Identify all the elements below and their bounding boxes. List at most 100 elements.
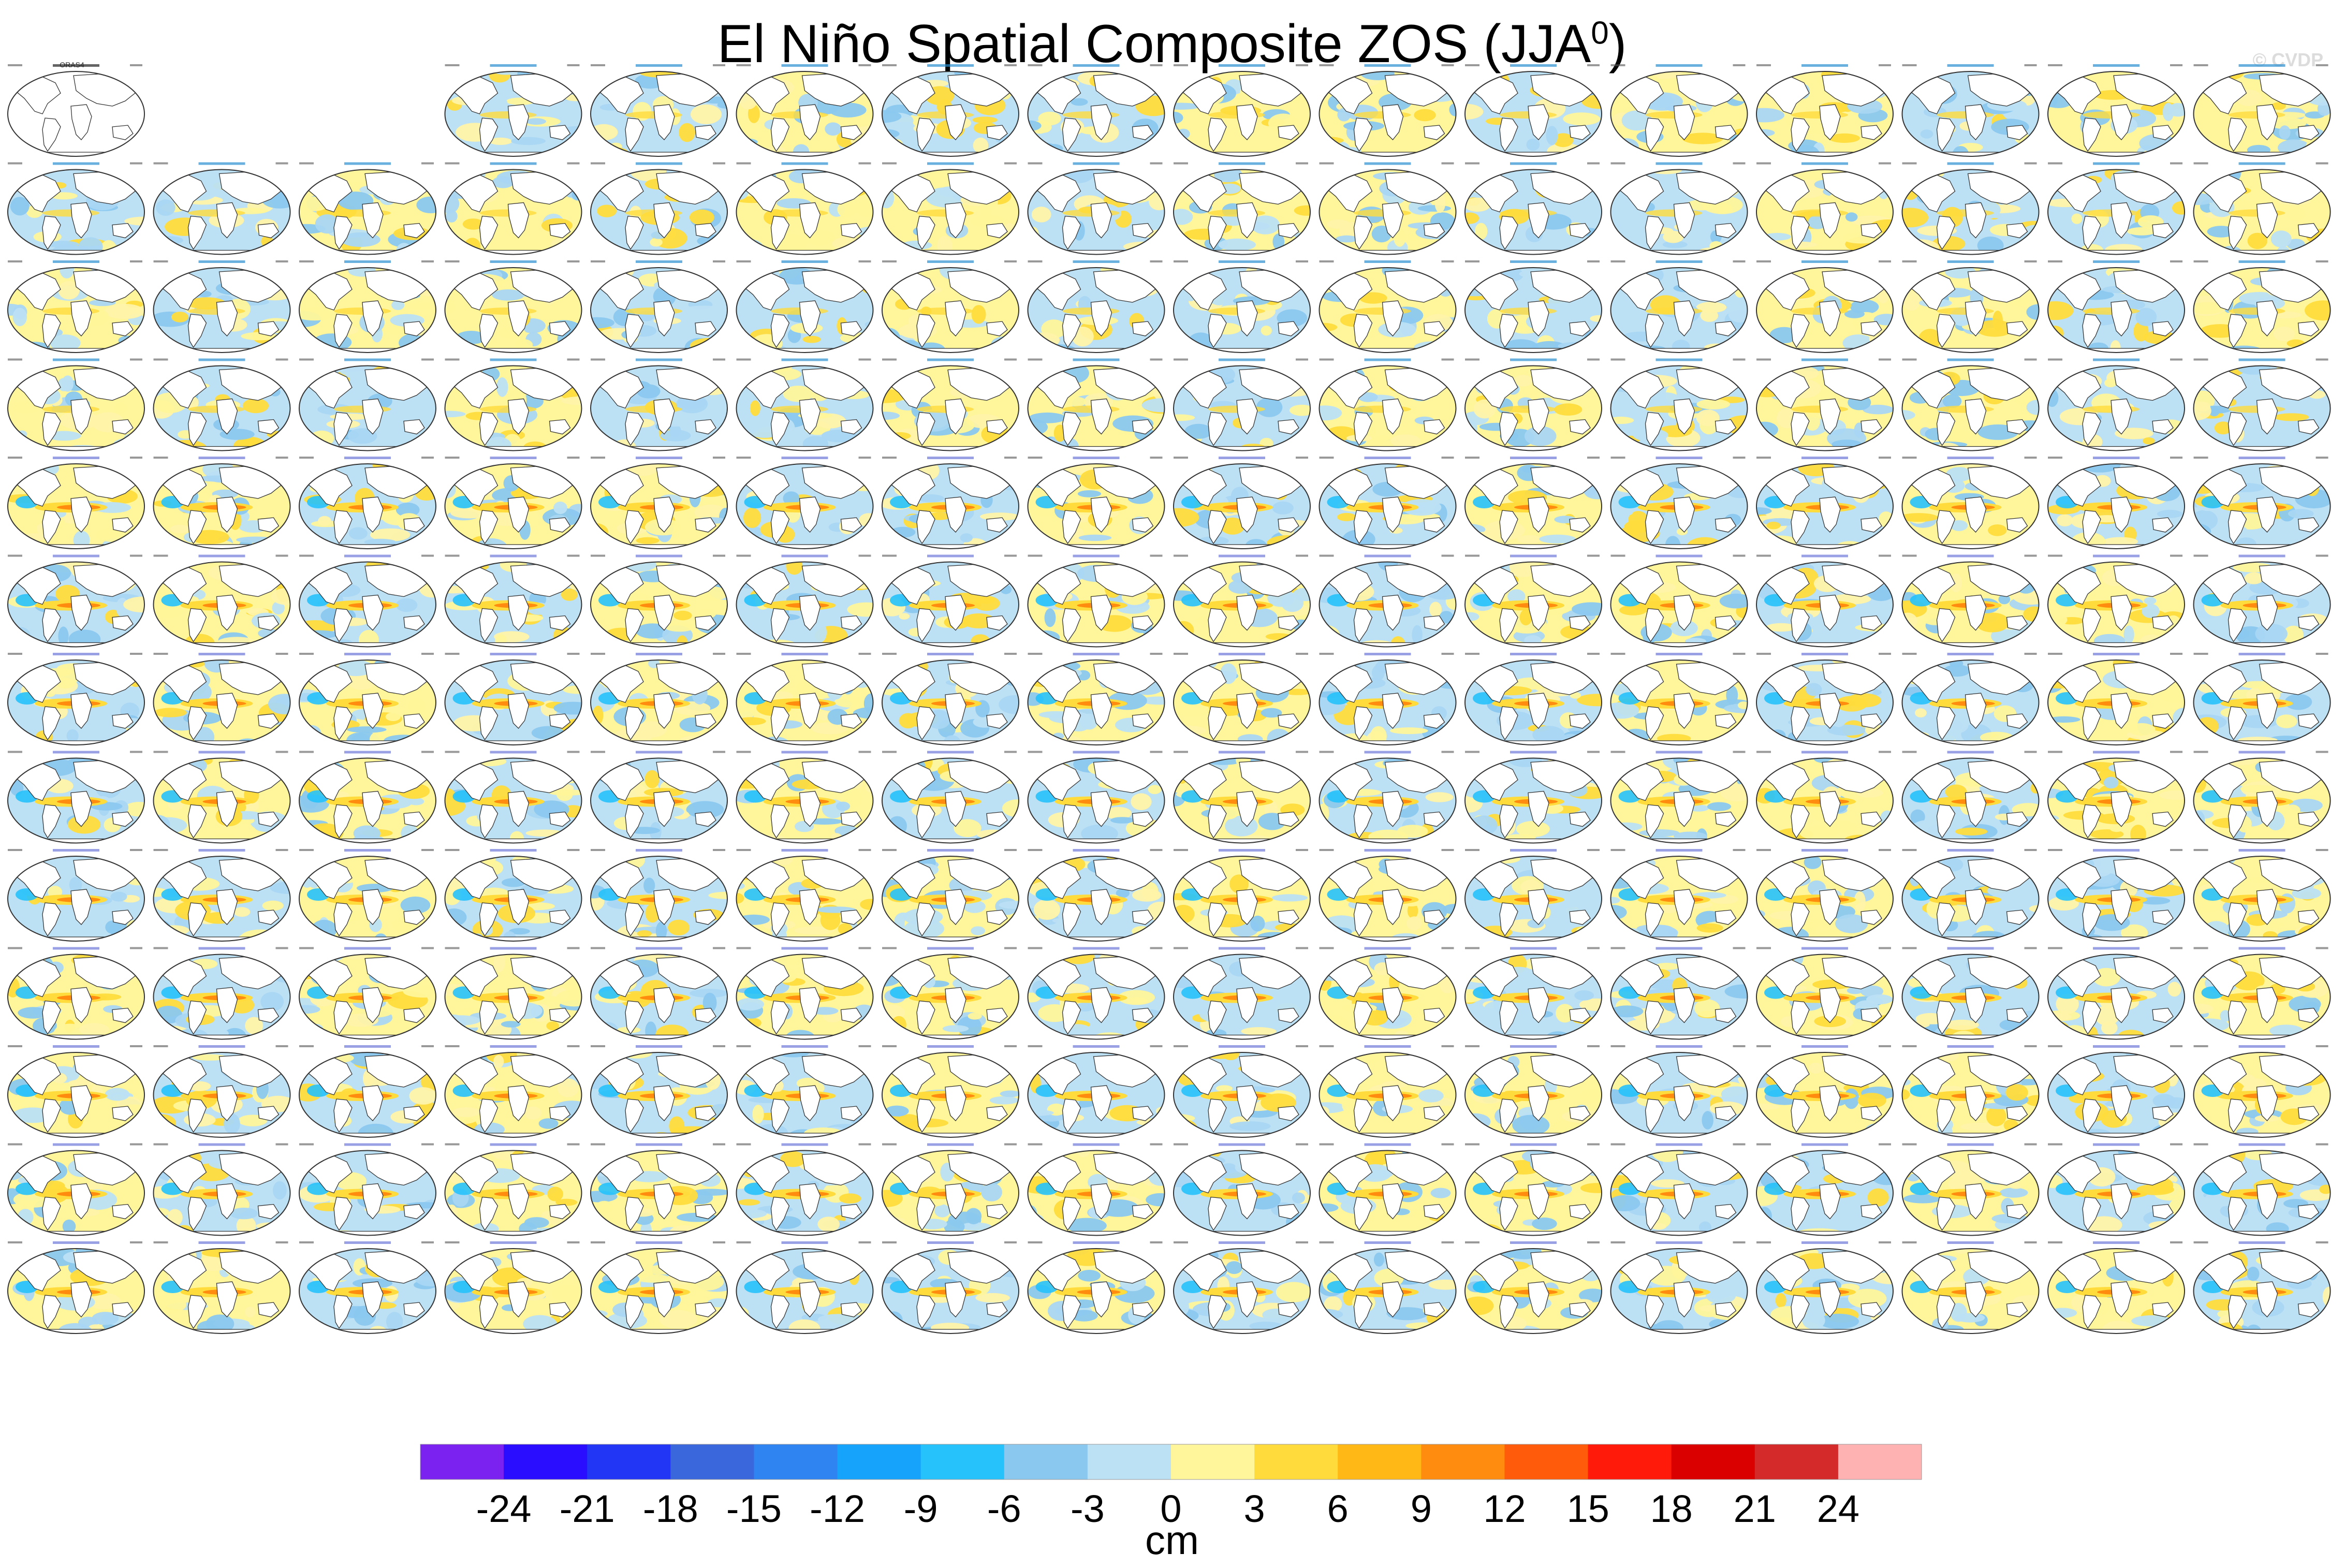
panel-outline [299,660,436,745]
continent [1499,510,1518,545]
anomaly-patch [491,96,508,113]
anomaly-patch [1361,882,1374,898]
continent [2205,152,2319,156]
continent [1330,740,1445,745]
continent [1184,838,1299,843]
continent [625,608,644,642]
panel-stat [1150,849,1163,851]
continent [1062,608,1081,642]
anomaly-patch [2159,434,2185,451]
panel-stat [275,260,288,262]
anomaly-patch [1526,138,1540,151]
panel-year-range [736,653,751,655]
panel-header-label [53,653,99,655]
continent [1528,790,1549,827]
map-panel [7,849,145,942]
anomaly-patch [2135,307,2157,326]
anomaly-patch [1955,827,1988,836]
panel-header-label [198,751,245,754]
panel-year-range [2193,260,2208,262]
continent [1767,348,1882,353]
map-panel [2047,457,2185,549]
panel-header-label [1219,849,1265,852]
anomaly-patch [153,246,183,255]
panel-outline [2047,365,2185,451]
continent [1791,608,1810,642]
map-panel [1610,653,1748,745]
panel-outline [299,561,436,648]
continent [1819,202,1841,239]
panel-stat [2170,260,2182,262]
map-panel [1318,751,1457,844]
panel-header-label [781,554,828,558]
anomaly-patch [123,596,144,613]
panel-header-label [490,751,537,754]
panel-outline [1318,267,1457,353]
continent [2152,321,2174,336]
map-panel [299,554,436,648]
anomaly-patch [46,241,79,248]
continent [1569,811,1591,827]
panel-year-range [591,64,605,66]
panel-year-range [1319,751,1334,753]
panel-year-range [1756,260,1771,262]
map-panel [882,849,1019,942]
anomaly-patch [1516,820,1550,838]
panel-year-range [1610,554,1625,557]
map-panel [1901,64,2040,157]
panel-header-label [1219,554,1265,558]
anomaly-patch [2164,239,2185,255]
anomaly-patch [1465,830,1486,843]
continent [1860,713,1882,729]
panel-stat [2170,64,2182,66]
anomaly-patch [1147,901,1165,922]
continent [403,615,425,631]
anomaly-patch [1184,423,1212,439]
continent [1767,152,1882,156]
continent [257,811,280,827]
anomaly-patch [1722,268,1748,277]
panel-stat [713,260,725,262]
continent [1208,608,1227,642]
continent [2228,118,2247,152]
continent [1090,398,1112,435]
anomaly-patch [1510,568,1525,576]
continent [1936,706,1956,741]
continent [695,321,716,336]
anomaly-patch [591,317,614,329]
continent [310,348,425,353]
continent [2205,740,2319,745]
anomaly-patch [2053,71,2066,86]
continent [2059,446,2174,451]
map-panel [590,358,728,451]
continent [1423,713,1445,729]
continent [456,740,570,745]
map-panel [1027,260,1165,353]
continent [362,693,384,729]
panel-header-label [1510,554,1557,558]
panel-year-range [8,358,22,361]
continent [1353,706,1373,741]
continent [1860,125,1882,140]
continent [70,104,92,140]
continent [770,215,790,250]
panel-year-range [1465,64,1479,66]
anomaly-patch [736,239,764,255]
anomaly-patch [1756,507,1772,515]
panel-outline [1318,561,1457,648]
anomaly-patch [1735,635,1748,647]
panel-outline [7,169,145,255]
anomaly-patch [1875,71,1893,83]
panel-year-range [153,751,168,753]
anomaly-patch [391,300,405,310]
panel-outline [2193,660,2331,745]
map-panel [590,849,728,942]
continent [1645,608,1664,642]
panel-header-label [1801,554,1848,558]
panel-year-range [299,554,314,557]
panel-header-label [927,554,974,558]
panel-header-label [636,162,682,165]
continent [112,321,134,336]
panel-header-label [2093,64,2140,67]
panel-year-range [445,457,460,459]
